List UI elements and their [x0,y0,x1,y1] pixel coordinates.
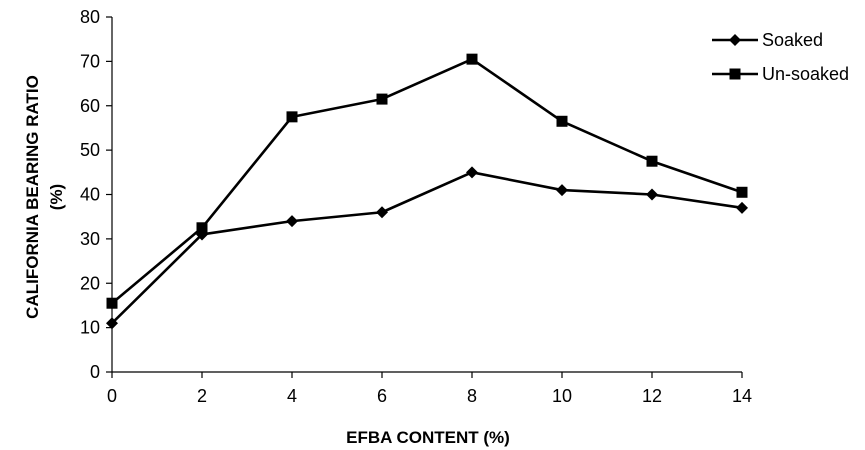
data-point [646,188,658,201]
y-tick-label: 80 [80,7,100,27]
y-axis-title-line-1: CALIFORNIA BEARING RATIO [23,75,42,319]
data-point [106,317,118,330]
y-tick-label: 30 [80,229,100,249]
legend-label: Soaked [762,30,823,50]
y-tick-label: 20 [80,273,100,293]
y-tick-label: 40 [80,185,100,205]
tick-labels: 0 10 20 30 40 50 60 70 80 0 2 4 6 8 10 12 14 [80,7,752,406]
data-point [376,93,388,105]
data-point [466,53,478,65]
y-tick-label: 50 [80,140,100,160]
data-point [376,206,388,219]
plot-series [106,53,748,330]
legend: Soaked Un-soaked [712,30,849,84]
series-line [111,171,743,325]
y-tick-label: 0 [90,362,100,382]
data-point [736,186,748,198]
y-axis-title-line-2: (%) [47,184,66,210]
x-tick-label: 14 [732,386,752,406]
x-tick-label: 6 [377,386,387,406]
y-axis-title: CALIFORNIA BEARING RATIO (%) [23,75,66,319]
legend-label: Un-soaked [762,64,849,84]
legend-marker [729,68,741,80]
data-point [736,201,748,214]
data-point [646,155,658,167]
x-tick-label: 4 [287,386,297,406]
data-point [106,297,118,309]
series-line [111,57,743,305]
x-tick-label: 10 [552,386,572,406]
data-point [466,166,478,179]
data-point [286,111,298,123]
y-tick-label: 70 [80,51,100,71]
data-point [196,222,208,234]
data-point [556,115,568,127]
x-axis-title: EFBA CONTENT (%) [346,428,510,447]
x-tick-label: 12 [642,386,662,406]
series-soaked [106,166,748,330]
x-tick-label: 2 [197,386,207,406]
y-tick-label: 10 [80,318,100,338]
legend-item: Un-soaked [712,64,849,84]
y-tick-label: 60 [80,96,100,116]
axes [106,16,743,378]
series-un-soaked [106,53,748,309]
data-point [556,184,568,197]
x-tick-label: 0 [107,386,117,406]
legend-item: Soaked [712,30,823,50]
x-tick-label: 8 [467,386,477,406]
legend-marker [729,34,741,46]
data-point [286,215,298,228]
